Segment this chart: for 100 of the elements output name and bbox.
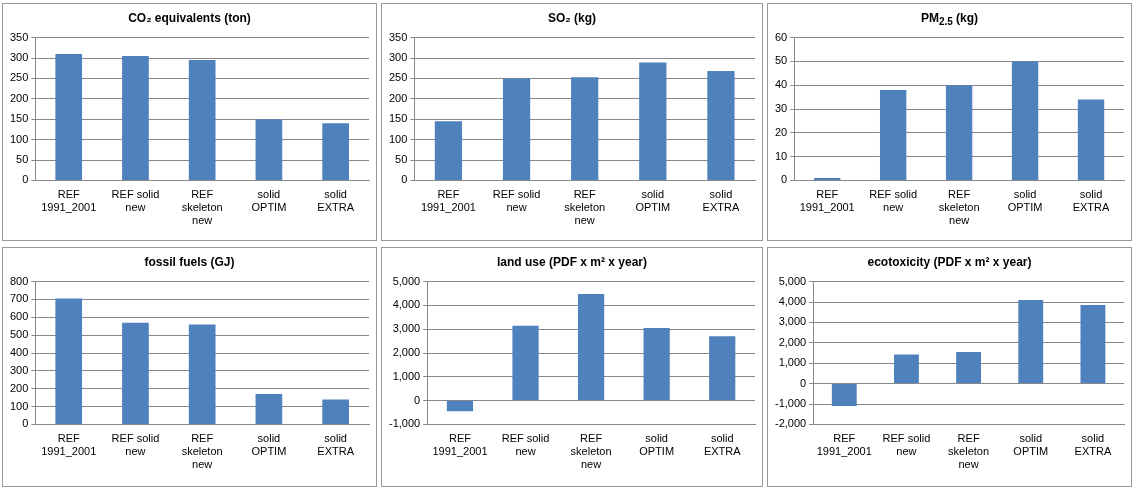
y-tick-label: 5,000: [778, 274, 807, 287]
x-tick-label: REF 1991_2001: [41, 432, 97, 458]
x-tick-label: solid OPTIM: [251, 188, 287, 214]
y-tick-label: 60: [774, 30, 788, 43]
y-tick-label: 200: [388, 91, 408, 104]
y-tick-label: 4,000: [778, 295, 807, 308]
x-tick-label: solid OPTIM: [1007, 188, 1043, 214]
bar: [1011, 61, 1039, 180]
x-tick-label: REF 1991_2001: [432, 432, 488, 458]
y-tick-label: 500: [9, 328, 29, 341]
y-tick-label: 700: [9, 292, 29, 305]
x-tick-label: REF solid new: [111, 432, 160, 458]
y-tick-label: -2,000: [774, 417, 807, 430]
y-tick-label: 250: [9, 71, 29, 84]
y-tick-label: 5,000: [392, 274, 421, 287]
bar: [945, 85, 973, 180]
y-tick-label: 300: [9, 363, 29, 376]
y-tick-label: 1,000: [778, 356, 807, 369]
bar: [894, 354, 919, 384]
y-tick-label: 40: [774, 78, 788, 91]
bar: [512, 325, 539, 401]
x-tick-label: REF 1991_2001: [420, 188, 476, 214]
y-tick-label: 100: [9, 399, 29, 412]
x-tick-label: solid OPTIM: [639, 432, 675, 458]
bar: [122, 322, 149, 424]
bar: [55, 53, 83, 180]
x-tick-label: REF skeleton new: [948, 432, 990, 471]
y-tick-label: 30: [774, 102, 788, 115]
bar: [255, 394, 283, 424]
y-tick-label: 2,000: [778, 335, 807, 348]
y-tick-label: 50: [16, 153, 29, 166]
y-tick-label: 0: [401, 173, 408, 186]
bar: [188, 60, 216, 180]
x-tick-label: REF 1991_2001: [799, 188, 855, 214]
y-tick-label: 600: [9, 310, 29, 323]
y-tick-label: 0: [22, 417, 29, 430]
chart-title: PM$_{2.5}$ (kg): [919, 10, 980, 28]
bar: [502, 78, 531, 180]
x-tick-label: REF 1991_2001: [41, 188, 97, 214]
y-tick-label: 800: [9, 274, 29, 287]
y-tick-label: 0: [414, 393, 421, 406]
x-tick-label: REF solid new: [501, 432, 550, 458]
x-tick-label: solid OPTIM: [1013, 432, 1049, 458]
bar: [434, 121, 463, 180]
y-tick-label: 3,000: [778, 315, 807, 328]
bar: [1018, 299, 1044, 384]
bar: [188, 324, 216, 424]
bar: [879, 89, 907, 180]
y-tick-label: 250: [388, 71, 408, 84]
y-tick-label: 350: [9, 30, 29, 43]
y-tick-label: 10: [774, 149, 788, 162]
y-tick-label: 50: [395, 153, 408, 166]
bar: [639, 62, 667, 180]
bar: [709, 336, 736, 401]
y-tick-label: 400: [9, 346, 29, 359]
bar: [446, 401, 474, 412]
bar: [643, 328, 670, 401]
bar: [831, 384, 857, 407]
y-tick-label: 20: [774, 125, 788, 138]
y-tick-label: 200: [9, 381, 29, 394]
y-tick-label: 3,000: [392, 322, 421, 335]
y-tick-label: 50: [774, 54, 788, 67]
bar: [322, 123, 349, 180]
bar: [707, 71, 735, 180]
x-tick-label: REF solid new: [111, 188, 160, 214]
y-tick-label: 300: [388, 51, 408, 64]
y-tick-label: 0: [22, 173, 29, 186]
bar: [255, 119, 283, 180]
bar: [122, 55, 149, 180]
y-tick-label: 150: [388, 112, 408, 125]
bar: [1077, 99, 1105, 180]
x-tick-label: solid OPTIM: [251, 432, 287, 458]
chart-title: land use (PDF x m² x year): [495, 254, 648, 271]
chart-title: CO₂ equivalents (ton): [127, 10, 252, 27]
chart-title: fossil fuels (GJ): [143, 254, 236, 271]
x-tick-label: REF solid new: [492, 188, 541, 214]
bar: [1080, 305, 1106, 384]
x-tick-label: REF skeleton new: [181, 432, 223, 471]
bar: [55, 298, 83, 424]
x-tick-label: REF skeleton new: [564, 188, 606, 227]
chart-title: SO₂ (kg): [547, 10, 597, 27]
x-tick-label: REF solid new: [869, 188, 918, 214]
x-tick-label: REF 1991_2001: [816, 432, 872, 458]
x-tick-label: solid EXTRA: [1072, 188, 1111, 214]
y-tick-label: 100: [388, 132, 408, 145]
x-tick-label: solid EXTRA: [702, 188, 740, 214]
y-tick-label: 200: [9, 91, 29, 104]
chart-title: ecotoxicity (PDF x m² x year): [866, 254, 1033, 271]
x-tick-label: solid OPTIM: [635, 188, 671, 214]
y-tick-label: 0: [781, 173, 788, 186]
y-tick-label: 350: [388, 30, 408, 43]
x-tick-label: solid EXTRA: [703, 432, 742, 458]
y-tick-label: -1,000: [388, 417, 421, 430]
x-tick-label: REF skeleton new: [938, 188, 980, 227]
y-tick-label: 0: [800, 376, 807, 389]
bar: [577, 293, 605, 401]
y-tick-label: 150: [9, 112, 29, 125]
bar: [571, 77, 599, 180]
x-tick-label: REF skeleton new: [570, 432, 612, 471]
y-tick-label: 100: [9, 132, 29, 145]
